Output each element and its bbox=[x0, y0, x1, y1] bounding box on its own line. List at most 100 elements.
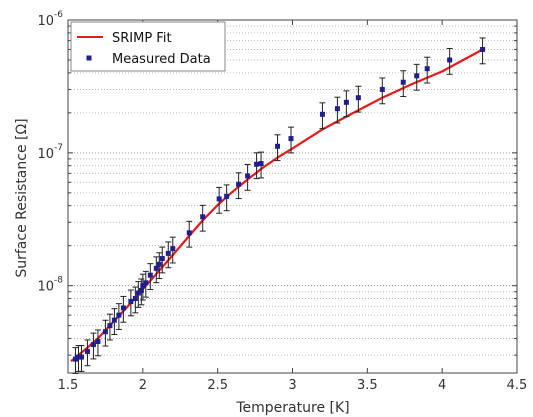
data-point bbox=[75, 354, 81, 360]
data-point bbox=[128, 298, 134, 304]
data-point-group bbox=[156, 252, 163, 280]
data-point bbox=[78, 354, 84, 360]
x-tick-label: 3 bbox=[288, 378, 296, 393]
data-point bbox=[132, 296, 138, 302]
data-point-group bbox=[379, 77, 386, 105]
data-point-group bbox=[111, 308, 118, 335]
data-point-group bbox=[120, 295, 127, 323]
data-point bbox=[147, 272, 153, 278]
data-point bbox=[447, 57, 453, 63]
data-point-group bbox=[135, 281, 142, 308]
data-point-group bbox=[147, 263, 154, 290]
data-point bbox=[84, 348, 90, 354]
data-point-group bbox=[446, 48, 453, 75]
data-point-group bbox=[343, 90, 350, 118]
data-point bbox=[143, 280, 149, 286]
x-tick-label: 4.5 bbox=[507, 378, 528, 393]
data-point bbox=[334, 106, 340, 112]
y-tick-labels: 10-810-710-6 bbox=[37, 10, 63, 295]
data-point bbox=[156, 261, 162, 267]
data-point bbox=[200, 214, 206, 220]
data-point-group bbox=[132, 286, 139, 314]
data-point bbox=[379, 86, 385, 92]
data-point bbox=[258, 161, 264, 167]
data-point bbox=[355, 95, 361, 101]
data-point bbox=[245, 173, 251, 179]
data-point bbox=[90, 342, 96, 348]
x-axis-label: Temperature [K] bbox=[235, 400, 349, 416]
data-point-group bbox=[235, 172, 242, 200]
data-point bbox=[170, 246, 176, 252]
data-point-group bbox=[165, 241, 172, 269]
data-point-group bbox=[216, 186, 223, 214]
data-point bbox=[138, 287, 144, 293]
data-point-group bbox=[479, 37, 486, 65]
data-point bbox=[120, 305, 126, 311]
data-point bbox=[107, 323, 113, 329]
data-point-group bbox=[424, 56, 431, 84]
data-point-group bbox=[258, 151, 265, 179]
data-point bbox=[414, 73, 420, 79]
legend-data-swatch bbox=[86, 55, 92, 61]
data-point-group bbox=[413, 63, 420, 91]
data-point-group bbox=[84, 339, 91, 367]
legend-fit-label: SRIMP Fit bbox=[112, 31, 172, 46]
data-point bbox=[140, 283, 146, 289]
data-point bbox=[72, 356, 78, 362]
data-point bbox=[111, 317, 117, 323]
data-point bbox=[102, 329, 108, 335]
x-tick-label: 4 bbox=[438, 378, 446, 393]
fit-curve-layer bbox=[70, 48, 484, 363]
data-point bbox=[319, 111, 325, 117]
x-tick-label: 3.5 bbox=[357, 378, 378, 393]
data-point bbox=[424, 66, 430, 72]
data-point-group bbox=[159, 246, 166, 274]
x-tick-label: 2 bbox=[139, 378, 147, 393]
data-point bbox=[153, 265, 159, 271]
data-point-group bbox=[139, 273, 146, 301]
legend: SRIMP Fit Measured Data bbox=[70, 21, 226, 72]
data-point-group bbox=[400, 70, 407, 98]
data-point-group bbox=[253, 152, 260, 180]
data-point-group bbox=[115, 303, 122, 330]
data-point-group bbox=[319, 102, 326, 130]
legend-data-label: Measured Data bbox=[112, 52, 211, 67]
data-point bbox=[254, 161, 260, 167]
srimp-fit-line bbox=[70, 48, 484, 363]
y-tick-exponent: -7 bbox=[54, 143, 63, 153]
y-tick-label: 10 bbox=[37, 280, 54, 295]
data-point bbox=[224, 193, 230, 199]
data-point bbox=[400, 79, 406, 85]
y-tick-exponent: -8 bbox=[54, 276, 63, 286]
data-point-group bbox=[78, 345, 85, 372]
data-point bbox=[216, 196, 222, 202]
data-point bbox=[135, 290, 141, 296]
data-point-group bbox=[72, 347, 79, 374]
x-tick-labels: 1.5 2 2.5 3 3.5 4 4.5 bbox=[58, 378, 528, 393]
legend-box bbox=[70, 21, 226, 72]
data-point-group bbox=[106, 313, 113, 341]
data-point-group bbox=[355, 85, 362, 113]
x-tick-label: 1.5 bbox=[58, 378, 79, 393]
data-point-group bbox=[334, 96, 341, 124]
data-point bbox=[288, 136, 294, 142]
y-axis-label: Surface Resistance [Ω] bbox=[14, 118, 30, 277]
data-point-group bbox=[186, 220, 193, 248]
measured-data-layer bbox=[72, 37, 486, 374]
data-point-group bbox=[169, 236, 176, 264]
data-point bbox=[343, 99, 349, 105]
data-point bbox=[275, 143, 281, 149]
data-point bbox=[236, 181, 242, 187]
x-tick-label: 2.5 bbox=[207, 378, 228, 393]
data-point bbox=[480, 46, 486, 52]
data-point-group bbox=[94, 329, 101, 357]
data-point-group bbox=[223, 184, 230, 212]
data-point-group bbox=[142, 270, 149, 298]
data-point bbox=[186, 230, 192, 236]
data-point-group bbox=[288, 126, 295, 154]
data-point bbox=[165, 250, 171, 256]
data-point bbox=[159, 256, 165, 262]
y-tick-label: 10 bbox=[37, 147, 54, 162]
data-point-group bbox=[102, 319, 109, 347]
